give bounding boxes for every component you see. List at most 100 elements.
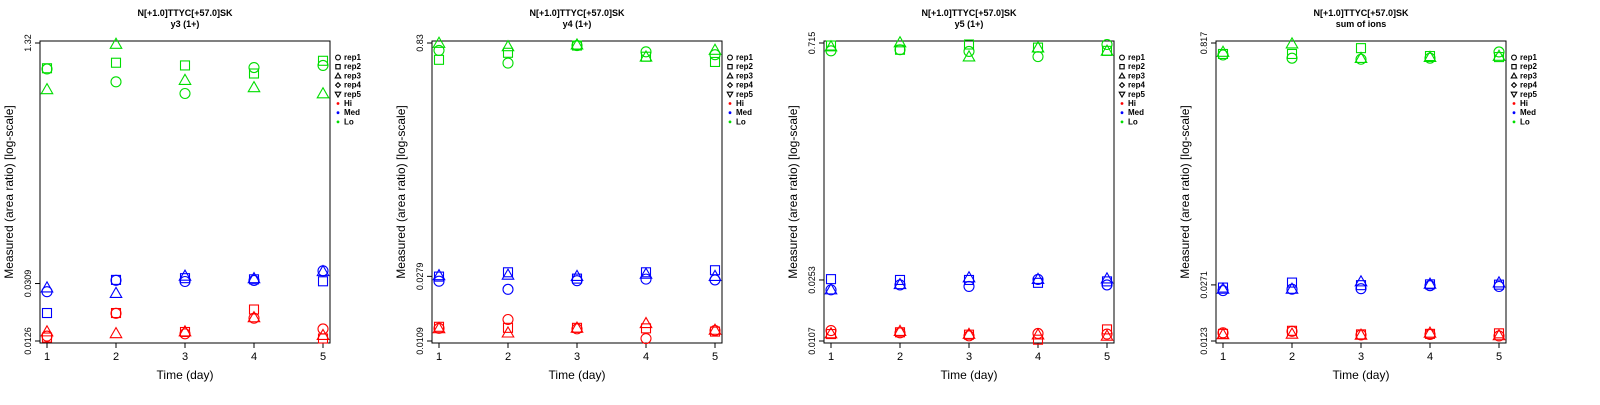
x-axis-label: Time (day) (157, 368, 214, 382)
legend-marker-rep5 (726, 91, 734, 99)
x-tick-label: 1 (436, 351, 442, 363)
data-point-lo-day5-rep3 (1492, 49, 1506, 61)
data-point-med-day1-rep2 (825, 274, 837, 285)
data-point-med-day4-rep3 (1423, 277, 1437, 289)
legend-label-lo: Lo (344, 117, 354, 126)
legend-dot-med (1512, 111, 1516, 115)
legend-marker-rep1 (1119, 54, 1125, 61)
series-lo (824, 35, 1114, 63)
data-point-med-day5-rep2 (709, 265, 721, 276)
data-point-hi-day2-rep3 (109, 326, 123, 339)
data-point-lo-day4-rep3 (639, 49, 653, 62)
data-point-med-day4-rep3 (1031, 272, 1045, 284)
x-tick-label: 3 (574, 351, 580, 363)
series-med (432, 265, 722, 295)
x-tick-label: 1 (1220, 351, 1226, 363)
data-point-med-day2-rep2 (1286, 277, 1298, 288)
legend-marker-rep3 (1118, 72, 1126, 79)
legend-dot-hi (728, 102, 732, 105)
data-point-lo-day4-rep3 (1423, 50, 1437, 62)
data-point-hi-day1-rep2 (825, 329, 837, 340)
data-point-lo-day5-rep1 (1493, 46, 1505, 58)
data-point-lo-day5-rep3 (316, 86, 330, 99)
data-point-hi-day1-rep3 (824, 326, 838, 339)
legend-marker-rep3 (726, 72, 734, 79)
legend-marker-rep2 (1511, 63, 1517, 70)
y-axis-label: Measured (area ratio) [log-scale] (394, 105, 408, 278)
legend-label-rep5: rep5 (344, 90, 361, 99)
x-tick-label: 1 (44, 351, 50, 363)
chart-title: N[+1.0]TTYC[+57.0]SK (921, 8, 1017, 18)
x-tick-label: 3 (966, 351, 972, 363)
data-point-med-day1-rep2 (41, 307, 53, 319)
data-point-lo-day3-rep3 (570, 37, 584, 50)
x-axis-label: Time (day) (1333, 368, 1390, 382)
y-tick-label: 0.817 (1199, 32, 1209, 55)
data-point-lo-day5-rep2 (709, 56, 721, 68)
data-point-hi-day5-rep3 (316, 328, 330, 341)
data-point-med-day5-rep3 (316, 264, 330, 277)
data-point-lo-day3-rep2 (571, 40, 583, 51)
legend-marker-rep1 (727, 54, 733, 61)
legend-marker-rep1 (1511, 54, 1517, 61)
series-hi (432, 313, 722, 345)
legend-marker-rep4 (334, 81, 342, 89)
data-point-hi-day4-rep1 (248, 312, 260, 324)
data-point-lo-day3-rep3 (962, 49, 976, 62)
legend-marker-rep3 (1510, 72, 1518, 79)
legend-label-rep4: rep4 (344, 81, 361, 90)
data-point-hi-day4-rep1 (640, 332, 652, 345)
chart-title: N[+1.0]TTYC[+57.0]SK (529, 8, 625, 18)
legend-label-rep3: rep3 (344, 71, 361, 80)
legend-dot-med (1120, 111, 1124, 115)
data-point-hi-day1-rep3 (1216, 327, 1230, 340)
legend-marker-rep2 (727, 63, 733, 70)
data-point-hi-day1-rep2 (41, 332, 53, 343)
data-point-hi-day5-rep2 (317, 333, 329, 344)
data-point-hi-day3-rep2 (179, 326, 191, 338)
data-point-hi-day4-rep3 (639, 316, 653, 329)
y-tick-label: 0.0126 (23, 327, 33, 355)
legend-marker-rep5 (334, 91, 342, 99)
data-point-lo-day1-rep3 (824, 39, 838, 52)
series-med (40, 264, 330, 319)
x-tick-label: 2 (897, 351, 903, 363)
data-point-lo-day1-rep2 (433, 54, 445, 65)
data-point-med-day1-rep1 (1217, 285, 1229, 297)
plot-frame (39, 40, 331, 344)
data-point-lo-day1-rep2 (41, 63, 53, 74)
data-point-hi-day3-rep2 (963, 329, 975, 340)
legend-label-med: Med (1520, 108, 1536, 117)
legend-label-lo: Lo (1128, 117, 1138, 126)
series-hi (40, 304, 330, 344)
data-point-med-day2-rep2 (894, 274, 906, 286)
data-point-lo-day1-rep3 (1216, 45, 1230, 57)
legend-label-rep3: rep3 (736, 71, 753, 80)
legend-label-lo: Lo (1520, 117, 1530, 126)
data-point-med-day5-rep3 (1492, 275, 1506, 288)
series-hi (1216, 325, 1506, 342)
data-point-hi-day3-rep3 (570, 320, 584, 333)
x-tick-label: 5 (320, 351, 326, 363)
plot-frame (1215, 40, 1507, 344)
data-point-med-day4-rep2 (248, 274, 260, 285)
x-tick-label: 2 (113, 351, 119, 363)
data-point-med-day3-rep2 (1355, 280, 1367, 291)
legend-marker-rep3 (334, 72, 342, 79)
data-point-med-day4-rep3 (247, 271, 261, 284)
y-tick-label: 0.0253 (807, 266, 817, 294)
data-point-med-day3-rep3 (570, 269, 584, 281)
data-point-lo-day2-rep2 (1286, 48, 1298, 60)
legend-label-rep3: rep3 (1128, 71, 1145, 80)
legend-label-rep1: rep1 (1128, 53, 1145, 62)
data-point-lo-day2-rep1 (894, 44, 906, 56)
legend-label-rep3: rep3 (1520, 71, 1537, 80)
data-point-hi-day4-rep3 (247, 310, 261, 323)
legend-marker-rep1 (335, 54, 341, 61)
data-point-hi-day2-rep3 (893, 324, 907, 336)
data-point-hi-day2-rep3 (501, 325, 515, 338)
y-axis-label: Measured (area ratio) [log-scale] (786, 105, 800, 278)
chart-subtitle: y3 (1+) (171, 19, 200, 29)
